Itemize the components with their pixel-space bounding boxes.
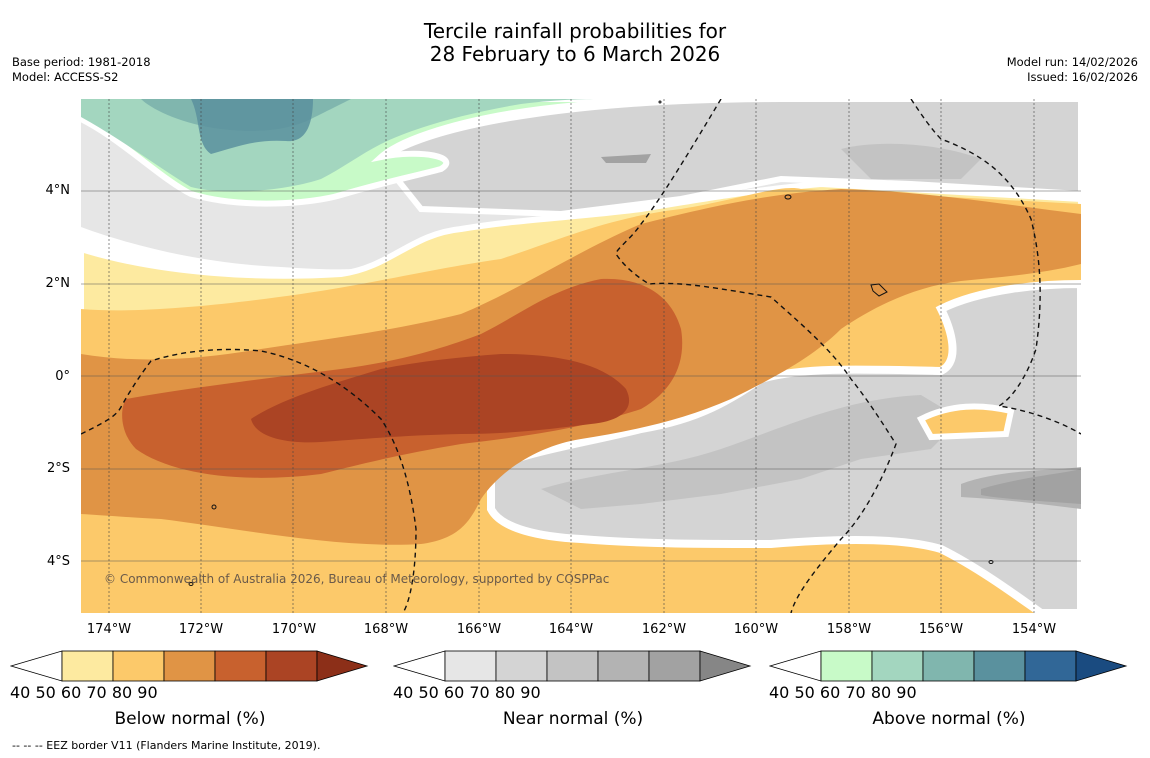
colorbar-above [769, 650, 1128, 682]
colorbar-segment [214, 650, 267, 682]
x-tick-label: 160°W [733, 622, 779, 637]
colorbar-tick: 60 [60, 683, 82, 702]
colorbar-tick: 70 [845, 683, 866, 702]
zone-near-80-southeast [981, 469, 1081, 504]
colorbar-segment [546, 650, 599, 682]
colorbar-segment [10, 650, 63, 682]
colorbar-tick: 80 [494, 683, 516, 702]
colorbar-segment [871, 650, 924, 682]
x-tick-label: 154°W [1011, 622, 1057, 637]
colorbar-tick: 80 [870, 683, 892, 702]
colorbar-segment [973, 650, 1026, 682]
colorbar-tick: 90 [896, 683, 917, 702]
colorbar-tick: 60 [443, 683, 465, 702]
colorbar-segment [922, 650, 975, 682]
copyright-notice: © Commonwealth of Australia 2026, Bureau… [104, 572, 610, 586]
meta-left: Base period: 1981-2018 Model: ACCESS-S2 [12, 55, 151, 85]
colorbar-above-label: Above normal (%) [872, 709, 1026, 729]
y-tick-label: 4°N [45, 183, 71, 198]
colorbar-tick: 70 [469, 683, 490, 702]
colorbar-above-ticks: 40 50 60 70 80 90 [769, 683, 917, 702]
colorbar-tick: 90 [520, 683, 541, 702]
colorbar-segment [61, 650, 114, 682]
colorbar-near-ticks: 40 50 60 70 80 90 [393, 683, 541, 702]
colorbar-segment [112, 650, 165, 682]
y-tick-label: 4°S [46, 554, 70, 569]
x-tick-label: 164°W [548, 622, 594, 637]
colorbar-tick: 40 [769, 683, 790, 702]
colorbar-tick: 50 [35, 683, 56, 702]
x-tick-label: 162°W [641, 622, 687, 637]
colorbar-tick: 40 [10, 683, 31, 702]
colorbar-segment [1024, 650, 1077, 682]
colorbar-segment [820, 650, 873, 682]
base-period: Base period: 1981-2018 [12, 55, 151, 69]
zone-below-50-island [916, 403, 1015, 441]
colorbar-segment [597, 650, 650, 682]
colorbar-segment [316, 650, 369, 682]
colorbar-segment [1075, 650, 1128, 682]
colorbar-below-ticks: 40 50 60 70 80 90 [10, 683, 158, 702]
latitude-lines [81, 190, 1081, 562]
colorbar-tick: 40 [393, 683, 414, 702]
colorbar-segment [648, 650, 701, 682]
x-tick-label: 166°W [456, 622, 502, 637]
y-tick-label: 2°N [45, 276, 71, 291]
colorbar-segment [393, 650, 446, 682]
chart-title: Tercile rainfall probabilities for 28 Fe… [0, 20, 1150, 66]
colorbar-near [393, 650, 752, 682]
model-name: Model: ACCESS-S2 [12, 70, 119, 84]
meta-right: Model run: 14/02/2026 Issued: 16/02/2026 [1007, 55, 1138, 85]
probability-map [81, 99, 1081, 613]
colorbar-segment [769, 650, 822, 682]
eez-borders [81, 99, 1081, 613]
colorbar-tick: 80 [111, 683, 133, 702]
y-tick-label: 2°S [46, 461, 70, 476]
zone-near-60-southeast [541, 395, 961, 509]
zone-near-60-north [841, 143, 981, 179]
x-tick-label: 174°W [86, 622, 132, 637]
colorbar-segment [444, 650, 497, 682]
x-tick-label: 172°W [178, 622, 224, 637]
y-tick-label: 0° [55, 369, 70, 384]
colorbar-tick: 60 [819, 683, 841, 702]
colorbar-segment [163, 650, 216, 682]
colorbar-segment [265, 650, 318, 682]
x-tick-label: 158°W [826, 622, 872, 637]
zone-near-50-north [376, 99, 1081, 218]
model-run: Model run: 14/02/2026 [1006, 55, 1138, 69]
x-tick-label: 168°W [363, 622, 409, 637]
zone-above-70 [191, 99, 313, 154]
eez-legend-note: -- -- -- EEZ border V11 (Flanders Marine… [12, 739, 321, 752]
colorbar-tick: 50 [418, 683, 439, 702]
colorbar-segment [699, 650, 752, 682]
issued-date: Issued: 16/02/2026 [1027, 70, 1138, 84]
colorbar-below [10, 650, 369, 682]
colorbar-tick: 70 [86, 683, 107, 702]
islands [188, 100, 994, 586]
x-tick-label: 170°W [271, 622, 317, 637]
colorbar-segment [495, 650, 548, 682]
colorbar-near-label: Near normal (%) [502, 709, 644, 729]
colorbar-tick: 50 [794, 683, 815, 702]
colorbar-tick: 90 [137, 683, 158, 702]
zone-near-70-north [601, 154, 651, 163]
map-area [81, 99, 1081, 613]
title-line-2: 28 February to 6 March 2026 [429, 42, 721, 66]
colorbar-below-label: Below normal (%) [114, 709, 266, 729]
x-tick-label: 156°W [918, 622, 964, 637]
graticule [108, 99, 1035, 613]
title-line-1: Tercile rainfall probabilities for [423, 19, 727, 43]
